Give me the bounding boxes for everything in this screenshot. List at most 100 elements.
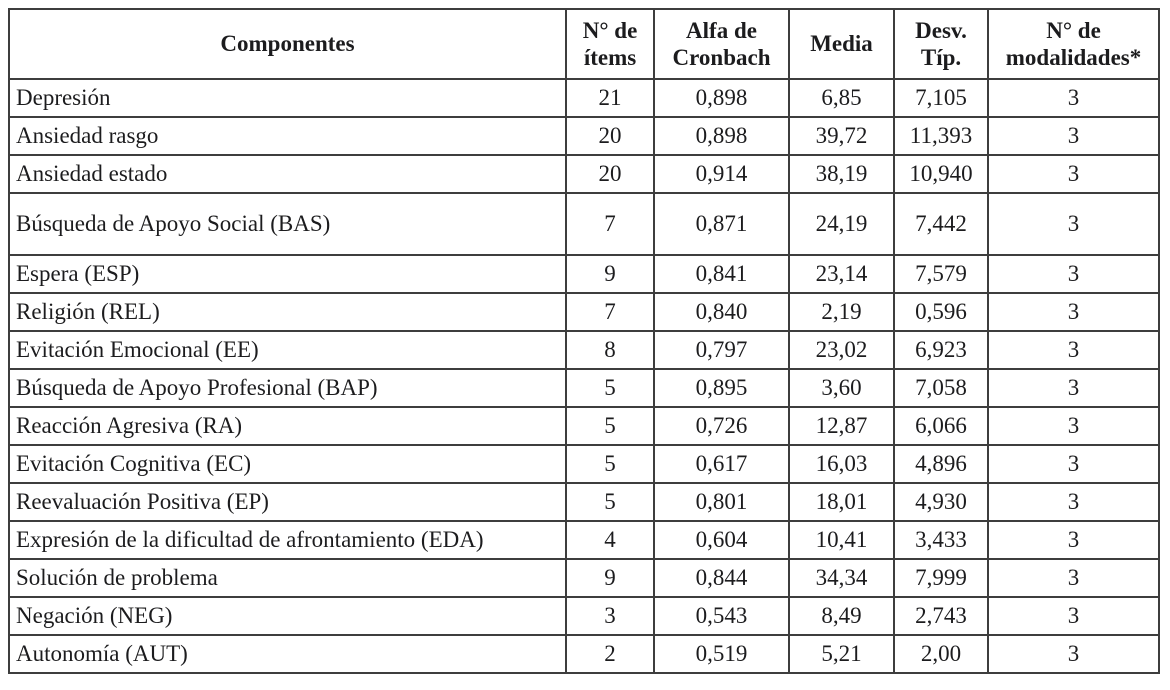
table-row: Solución de problema 9 0,844 34,34 7,999…	[8, 558, 1160, 598]
cell-componente: Espera (ESP)	[8, 254, 567, 294]
table-row: Reacción Agresiva (RA) 5 0,726 12,87 6,0…	[8, 406, 1160, 446]
cell-media: 34,34	[788, 558, 895, 598]
cell-desv-tip: 10,940	[893, 154, 989, 194]
cell-modalidades: 3	[987, 596, 1160, 636]
cell-n-items: 7	[565, 192, 655, 256]
cell-alfa-cronbach: 0,914	[653, 154, 790, 194]
cell-alfa-cronbach: 0,726	[653, 406, 790, 446]
cell-componente: Religión (REL)	[8, 292, 567, 332]
cell-modalidades: 3	[987, 368, 1160, 408]
cell-media: 23,02	[788, 330, 895, 370]
cell-desv-tip: 0,596	[893, 292, 989, 332]
header-desv-tip: Desv. Típ.	[893, 8, 989, 80]
cell-desv-tip: 2,743	[893, 596, 989, 636]
table-row: Evitación Cognitiva (EC) 5 0,617 16,03 4…	[8, 444, 1160, 484]
cell-alfa-cronbach: 0,797	[653, 330, 790, 370]
cell-componente: Expresión de la dificultad de afrontamie…	[8, 520, 567, 560]
cell-componente: Autonomía (AUT)	[8, 634, 567, 674]
table-row: Negación (NEG) 3 0,543 8,49 2,743 3	[8, 596, 1160, 636]
cell-n-items: 9	[565, 558, 655, 598]
header-componentes: Componentes	[8, 8, 567, 80]
cell-media: 39,72	[788, 116, 895, 156]
cell-modalidades: 3	[987, 444, 1160, 484]
cell-alfa-cronbach: 0,519	[653, 634, 790, 674]
table-body: Depresión 21 0,898 6,85 7,105 3 Ansiedad…	[8, 78, 1160, 674]
cell-desv-tip: 3,433	[893, 520, 989, 560]
cell-alfa-cronbach: 0,617	[653, 444, 790, 484]
cell-n-items: 20	[565, 116, 655, 156]
cell-media: 6,85	[788, 78, 895, 118]
cell-modalidades: 3	[987, 482, 1160, 522]
cell-n-items: 5	[565, 444, 655, 484]
cell-modalidades: 3	[987, 192, 1160, 256]
cell-alfa-cronbach: 0,604	[653, 520, 790, 560]
cell-alfa-cronbach: 0,898	[653, 116, 790, 156]
table-row: Ansiedad estado 20 0,914 38,19 10,940 3	[8, 154, 1160, 194]
cell-n-items: 2	[565, 634, 655, 674]
cell-componente: Evitación Emocional (EE)	[8, 330, 567, 370]
table-row: Búsqueda de Apoyo Profesional (BAP) 5 0,…	[8, 368, 1160, 408]
cell-componente: Depresión	[8, 78, 567, 118]
cell-modalidades: 3	[987, 292, 1160, 332]
cell-n-items: 4	[565, 520, 655, 560]
table-row: Reevaluación Positiva (EP) 5 0,801 18,01…	[8, 482, 1160, 522]
cell-modalidades: 3	[987, 154, 1160, 194]
cell-desv-tip: 2,00	[893, 634, 989, 674]
cell-media: 10,41	[788, 520, 895, 560]
cell-componente: Evitación Cognitiva (EC)	[8, 444, 567, 484]
cell-componente: Ansiedad estado	[8, 154, 567, 194]
header-row: Componentes N° de ítems Alfa de Cronbach…	[8, 8, 1160, 80]
header-n-items: N° de ítems	[565, 8, 655, 80]
cell-componente: Búsqueda de Apoyo Social (BAS)	[8, 192, 567, 256]
cell-desv-tip: 7,999	[893, 558, 989, 598]
cell-media: 3,60	[788, 368, 895, 408]
table-row: Ansiedad rasgo 20 0,898 39,72 11,393 3	[8, 116, 1160, 156]
cell-alfa-cronbach: 0,844	[653, 558, 790, 598]
cell-media: 8,49	[788, 596, 895, 636]
table-row: Evitación Emocional (EE) 8 0,797 23,02 6…	[8, 330, 1160, 370]
cell-media: 2,19	[788, 292, 895, 332]
cell-desv-tip: 7,105	[893, 78, 989, 118]
cell-componente: Ansiedad rasgo	[8, 116, 567, 156]
cell-alfa-cronbach: 0,895	[653, 368, 790, 408]
cell-n-items: 5	[565, 406, 655, 446]
cell-media: 24,19	[788, 192, 895, 256]
cell-modalidades: 3	[987, 634, 1160, 674]
cell-n-items: 5	[565, 368, 655, 408]
cell-alfa-cronbach: 0,543	[653, 596, 790, 636]
cell-desv-tip: 4,896	[893, 444, 989, 484]
table-row: Espera (ESP) 9 0,841 23,14 7,579 3	[8, 254, 1160, 294]
cell-modalidades: 3	[987, 78, 1160, 118]
table-row: Depresión 21 0,898 6,85 7,105 3	[8, 78, 1160, 118]
table-row: Búsqueda de Apoyo Social (BAS) 7 0,871 2…	[8, 192, 1160, 256]
cell-desv-tip: 6,923	[893, 330, 989, 370]
cell-componente: Búsqueda de Apoyo Profesional (BAP)	[8, 368, 567, 408]
cell-alfa-cronbach: 0,841	[653, 254, 790, 294]
cell-componente: Negación (NEG)	[8, 596, 567, 636]
cell-n-items: 21	[565, 78, 655, 118]
cell-componente: Reacción Agresiva (RA)	[8, 406, 567, 446]
cell-alfa-cronbach: 0,871	[653, 192, 790, 256]
cell-desv-tip: 7,579	[893, 254, 989, 294]
cell-desv-tip: 4,930	[893, 482, 989, 522]
cell-alfa-cronbach: 0,898	[653, 78, 790, 118]
cell-modalidades: 3	[987, 254, 1160, 294]
table-row: Religión (REL) 7 0,840 2,19 0,596 3	[8, 292, 1160, 332]
cell-media: 5,21	[788, 634, 895, 674]
cell-media: 18,01	[788, 482, 895, 522]
cell-n-items: 5	[565, 482, 655, 522]
header-alfa-cronbach: Alfa de Cronbach	[653, 8, 790, 80]
header-n-modalidades: N° de modalidades*	[987, 8, 1160, 80]
cell-desv-tip: 6,066	[893, 406, 989, 446]
table-row: Autonomía (AUT) 2 0,519 5,21 2,00 3	[8, 634, 1160, 674]
cell-alfa-cronbach: 0,840	[653, 292, 790, 332]
cell-desv-tip: 7,442	[893, 192, 989, 256]
cell-modalidades: 3	[987, 520, 1160, 560]
cell-modalidades: 3	[987, 330, 1160, 370]
cell-media: 23,14	[788, 254, 895, 294]
component-statistics-table: Componentes N° de ítems Alfa de Cronbach…	[8, 8, 1160, 674]
cell-media: 12,87	[788, 406, 895, 446]
cell-desv-tip: 7,058	[893, 368, 989, 408]
cell-alfa-cronbach: 0,801	[653, 482, 790, 522]
